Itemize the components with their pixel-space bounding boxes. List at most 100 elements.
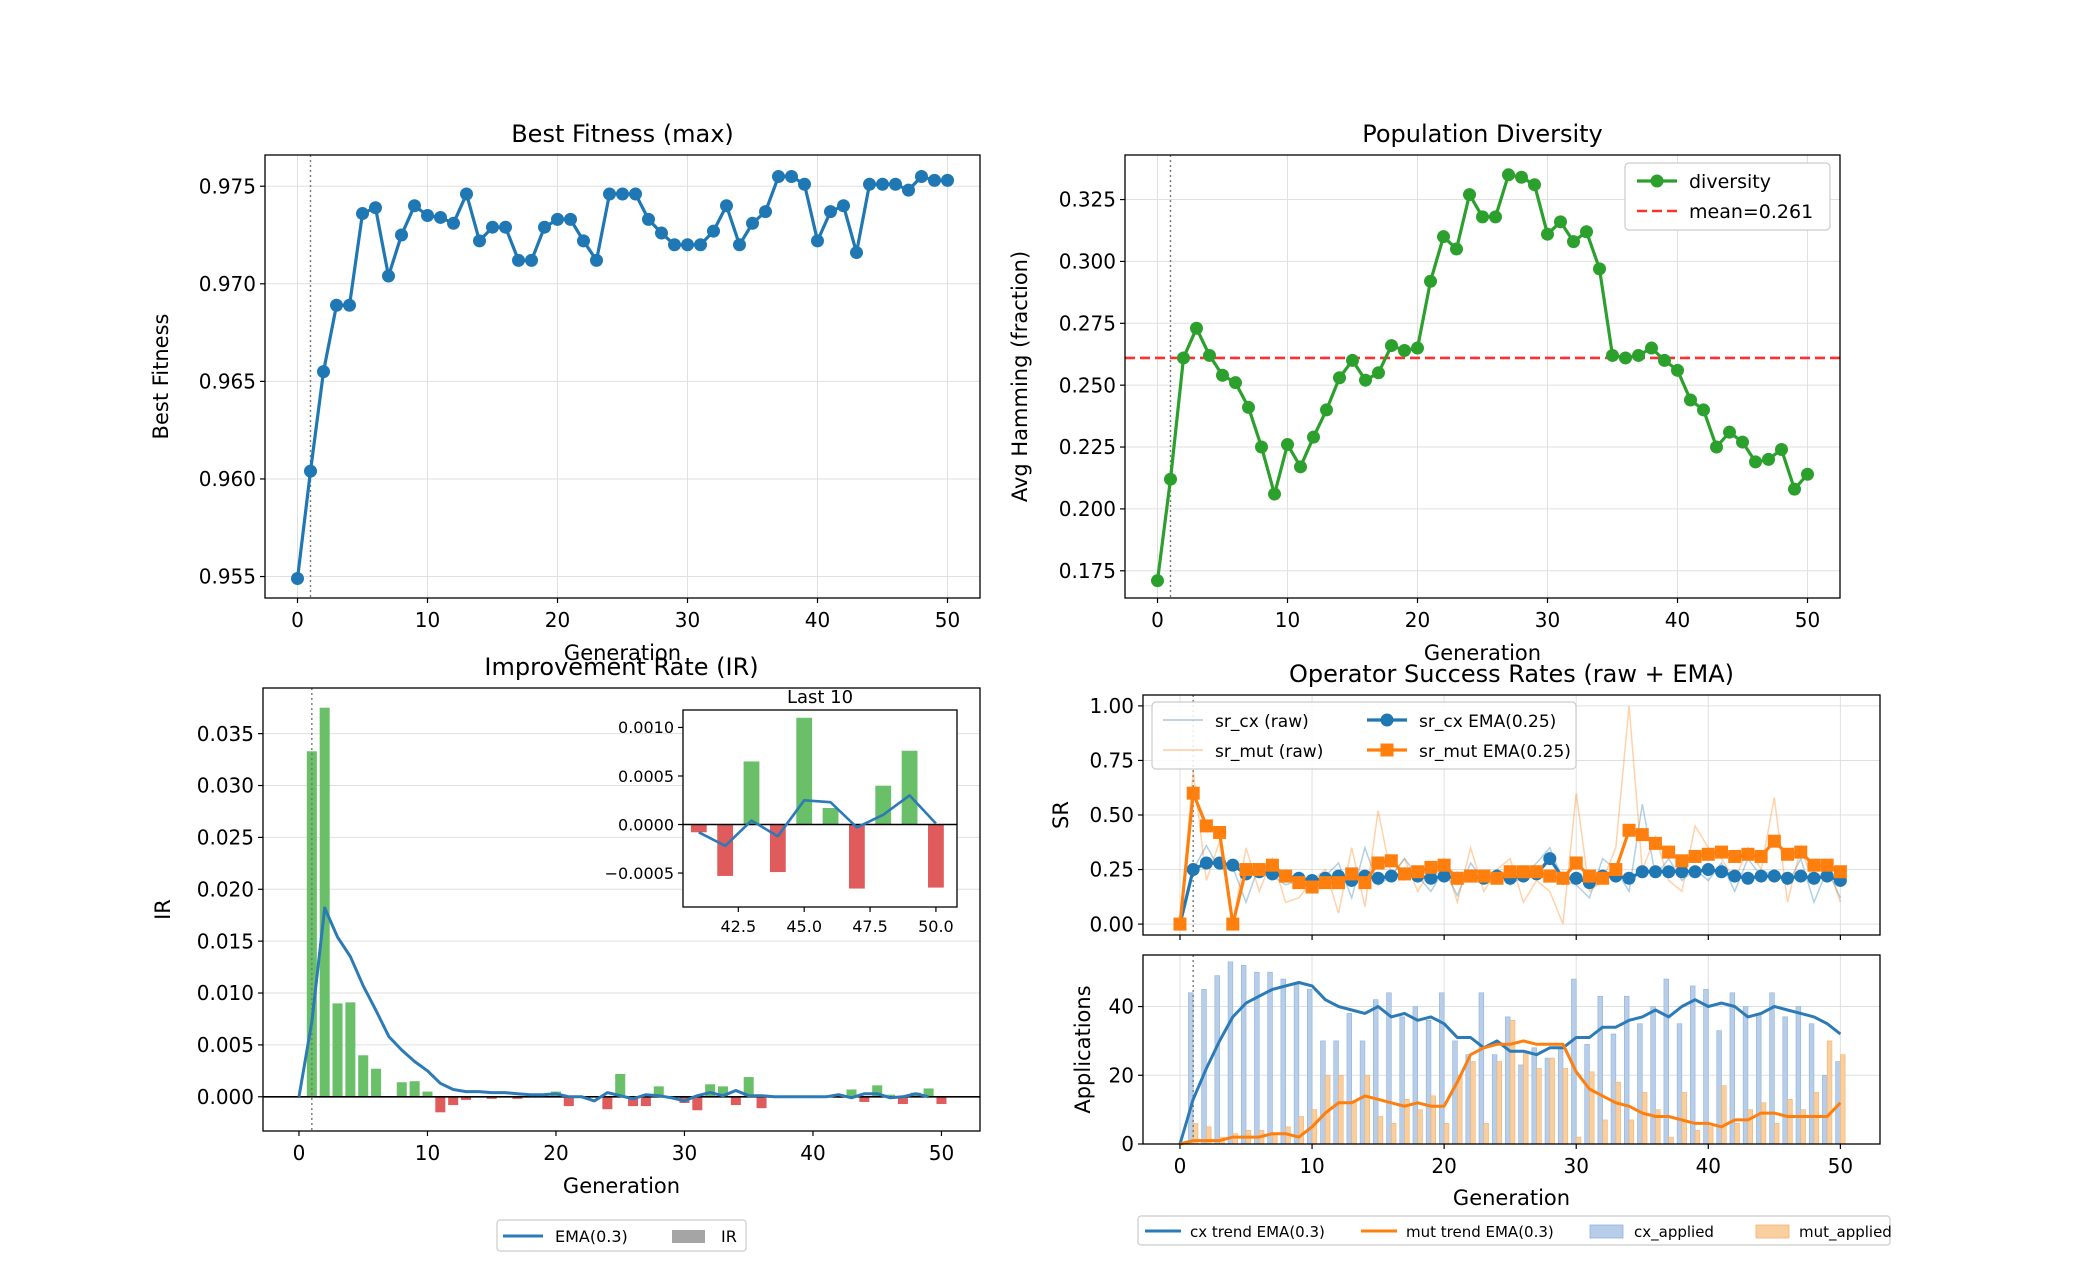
fitness-ylabel: Best Fitness <box>149 314 173 440</box>
diversity-ytick-label: 0.175 <box>1059 559 1116 583</box>
sr-mut-ema-point <box>1807 858 1821 872</box>
apps-cx-bar <box>1293 982 1300 1145</box>
sr-mut-ema-point <box>1833 865 1847 879</box>
fitness-point <box>343 298 356 312</box>
diversity-point <box>1788 482 1801 496</box>
apps-mut-bar <box>1602 1119 1608 1145</box>
sr-cx-ema-point <box>1701 863 1715 877</box>
diversity-point <box>1736 435 1749 449</box>
sr-ylabel: SR <box>1049 801 1073 829</box>
diversity-xtick-label: 40 <box>1665 608 1690 632</box>
fitness-point <box>941 173 954 187</box>
ir-bar <box>743 1077 754 1097</box>
diversity-point <box>1775 443 1788 457</box>
ir-bar <box>756 1096 767 1109</box>
diversity-ytick-label: 0.325 <box>1059 188 1116 212</box>
apps-mut-bar <box>1523 1050 1529 1145</box>
diversity-point <box>1320 403 1333 417</box>
apps-mut-bar <box>1681 1092 1687 1145</box>
fitness-point <box>291 571 304 585</box>
ir-ytick-label: 0.025 <box>197 826 254 850</box>
apps-cx-bar <box>1663 978 1669 1145</box>
apps-mut-bar <box>1364 1074 1370 1145</box>
apps-cx-bar <box>1808 1023 1815 1145</box>
apps-mut-bar <box>1536 1068 1542 1145</box>
fitness-point <box>876 177 889 191</box>
apps-cx-bar <box>1597 995 1603 1145</box>
diversity-point <box>1671 363 1684 377</box>
apps-xtick-label: 0 <box>1174 1154 1187 1178</box>
diversity-point <box>1385 339 1398 353</box>
sr-mut-ema-point <box>1530 865 1544 879</box>
fitness-xlabel: Generation <box>564 641 681 665</box>
apps-mut-bar <box>1417 1109 1423 1145</box>
apps-cx-bar <box>1518 1064 1524 1145</box>
sr-ytick-label: 0.50 <box>1089 803 1134 827</box>
apps-xtick-label: 10 <box>1299 1154 1324 1178</box>
diversity-point <box>1268 487 1281 501</box>
diversity-point <box>1333 371 1346 385</box>
fitness-point <box>330 298 343 312</box>
apps-cx-bar <box>1505 1016 1511 1145</box>
sr-mut-ema-point <box>1556 871 1570 885</box>
sr-cx-ema-point <box>1820 869 1834 883</box>
apps-cx-bar <box>1333 1040 1339 1145</box>
apps-ytick-label: 20 <box>1109 1063 1134 1087</box>
apps-cx-bar <box>1491 1054 1498 1145</box>
apps-cx-bar <box>1465 1054 1471 1145</box>
ir-frame <box>262 687 981 1132</box>
fitness-point <box>408 199 421 213</box>
fitness-xtick-label: 0 <box>291 608 304 632</box>
fitness-point <box>889 177 902 191</box>
diversity-legend-marker <box>1650 174 1664 188</box>
ir-inset-bar <box>690 824 707 833</box>
sr-cx-raw-line <box>1179 803 1842 925</box>
diversity-point <box>1697 403 1710 417</box>
diversity-point <box>1593 262 1606 276</box>
sr-mut-ema-point <box>1450 871 1464 885</box>
fitness-point <box>577 234 590 248</box>
fitness-point <box>655 226 668 240</box>
sr-cx-ema-point <box>1794 869 1808 883</box>
diversity-point <box>1606 348 1619 362</box>
diversity-point <box>1554 215 1567 229</box>
diversity-point <box>1281 438 1294 452</box>
ir-ytick-label: 0.015 <box>197 929 254 953</box>
sr-ytick-label: 0.00 <box>1089 912 1134 936</box>
ir-ema-line <box>297 906 929 1103</box>
sr-mut-ema-point <box>1398 867 1412 881</box>
sr-mut-ema-point <box>1477 869 1491 883</box>
fitness-xtick-label: 50 <box>935 608 960 632</box>
diversity-frame <box>1124 154 1841 599</box>
apps-cx-bar <box>1412 1006 1419 1145</box>
diversity-point <box>1749 455 1762 469</box>
ir-ytick-label: 0.000 <box>197 1085 254 1109</box>
diversity-xtick-label: 10 <box>1275 608 1300 632</box>
fitness-ytick-label: 0.975 <box>199 174 256 198</box>
ir-inset-ytick-label: 0.0000 <box>618 815 674 834</box>
sr-mut-ema-point <box>1648 836 1662 850</box>
fitness-point <box>369 201 382 215</box>
fitness-point <box>447 216 460 230</box>
sr-legend-mut-raw-label: sr_mut (raw) <box>1215 742 1323 762</box>
sr-cx-ema-point <box>1199 856 1213 870</box>
ir-inset-bar <box>717 824 734 876</box>
sr-cx-ema-point <box>1543 852 1557 866</box>
diversity-point <box>1164 472 1177 486</box>
fitness-point <box>629 187 642 201</box>
apps-cx-bar <box>1188 992 1194 1145</box>
fitness-xtick-label: 10 <box>415 608 440 632</box>
ir-chart: 0.000 0.005 0.010 0.015 0.020 0.025 0.030 0.035… <box>151 653 981 1252</box>
diversity-line <box>1155 173 1809 581</box>
fitness-point <box>538 220 551 234</box>
sr-mut-ema-point <box>1199 819 1213 833</box>
ir-legend-bar-swatch <box>672 1230 705 1243</box>
sr-mut-ema-point <box>1490 871 1504 885</box>
ir-inset-bar <box>796 717 813 825</box>
sr-frame <box>1142 694 1881 936</box>
diversity-point <box>1177 351 1190 365</box>
fitness-point <box>499 220 512 234</box>
sr-legend-mut-ema-label: sr_mut EMA(0.25) <box>1419 742 1571 762</box>
fitness-point <box>382 269 395 283</box>
